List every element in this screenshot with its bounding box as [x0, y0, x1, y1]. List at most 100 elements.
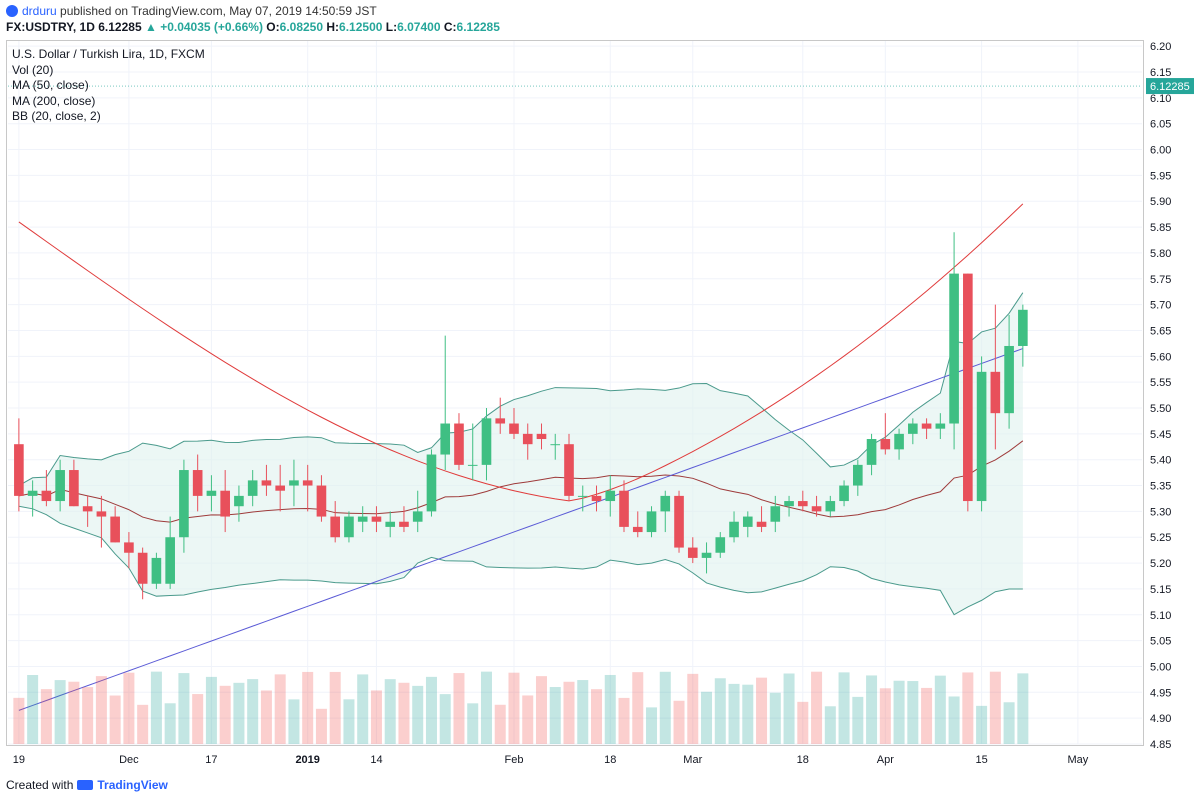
- candle: [756, 506, 767, 533]
- candle: [206, 475, 217, 512]
- candle: [949, 232, 959, 450]
- y-tick-label: 6.15: [1150, 67, 1171, 79]
- candle-body: [110, 516, 120, 543]
- y-tick-label: 4.85: [1150, 739, 1171, 751]
- candle: [715, 532, 726, 558]
- volume-bar: [343, 699, 355, 744]
- candle: [536, 423, 547, 450]
- candle: [137, 547, 148, 600]
- candle-body: [357, 516, 368, 522]
- volume-bar: [150, 671, 162, 744]
- candle-body: [564, 444, 574, 496]
- volume-bar: [797, 701, 809, 744]
- candle-body: [247, 480, 258, 496]
- candle-body: [949, 273, 959, 424]
- chart-legend: U.S. Dollar / Turkish Lira, 1D, FXCM Vol…: [12, 47, 205, 125]
- candle: [289, 459, 299, 507]
- y-tick-label: 5.00: [1150, 661, 1171, 673]
- x-tick-label: 19: [13, 754, 25, 766]
- volume-bar: [783, 673, 795, 744]
- legend-item-ma50[interactable]: MA (50, close): [12, 78, 89, 92]
- candle-body: [660, 495, 671, 512]
- candle: [660, 490, 671, 533]
- volume-bar: [219, 685, 231, 744]
- tradingview-brand[interactable]: TradingView: [97, 778, 168, 792]
- candle: [976, 356, 987, 512]
- candle: [275, 464, 285, 512]
- candle: [770, 495, 781, 533]
- volume-bar: [164, 703, 176, 744]
- candle: [96, 495, 107, 548]
- candle-body: [261, 480, 272, 486]
- volume-bar: [673, 700, 685, 744]
- candle-body: [853, 464, 863, 486]
- candle: [509, 408, 519, 440]
- y-tick-label: 6.20: [1150, 41, 1171, 53]
- legend-item-bb[interactable]: BB (20, close, 2): [12, 109, 101, 123]
- volume-bar: [357, 674, 369, 744]
- candle-body: [495, 418, 506, 424]
- candle-body: [426, 454, 437, 512]
- volume-bar: [288, 699, 300, 744]
- legend-item-volume[interactable]: Vol (20): [12, 62, 54, 77]
- open-label: O:: [266, 20, 280, 34]
- volume-bar: [948, 696, 960, 744]
- x-tick-label: 15: [975, 754, 987, 766]
- volume-bar: [192, 694, 204, 744]
- y-tick-label: 5.05: [1150, 636, 1171, 648]
- candle: [426, 449, 437, 517]
- y-tick-label: 5.10: [1150, 610, 1171, 622]
- candle: [839, 480, 849, 507]
- volume-bar: [109, 695, 121, 744]
- y-tick-label: 5.65: [1150, 325, 1171, 337]
- candle-body: [756, 521, 767, 527]
- bollinger-upper-line: [18, 292, 1024, 486]
- candle-body: [784, 501, 794, 507]
- x-tick-label: Mar: [683, 754, 702, 766]
- ma200-line: [18, 348, 1024, 711]
- volume-bar: [563, 681, 575, 744]
- candle-body: [41, 490, 52, 502]
- tradingview-logo-icon: [6, 5, 18, 17]
- candle-body: [454, 423, 464, 465]
- footer: Created with TradingView: [6, 778, 168, 792]
- publisher-name[interactable]: drduru: [22, 4, 57, 18]
- candle: [357, 506, 368, 533]
- ma50-line: [18, 203, 1024, 502]
- candle-body: [371, 516, 382, 522]
- candle: [619, 480, 629, 533]
- candle-body: [385, 521, 396, 527]
- low-value: 6.07400: [397, 20, 441, 34]
- candle-body: [14, 444, 24, 496]
- candle-body: [440, 423, 451, 455]
- candle-body: [577, 495, 588, 497]
- candle-body: [316, 485, 327, 517]
- volume-bar: [907, 681, 919, 744]
- candle-body: [467, 464, 478, 466]
- candle: [165, 516, 175, 589]
- volume-bar: [824, 706, 836, 744]
- y-tick-label: 5.20: [1150, 558, 1171, 570]
- x-tick-label: 14: [370, 754, 382, 766]
- volume-bars: [13, 671, 1029, 744]
- volume-bar: [769, 692, 781, 744]
- y-tick-label: 6.00: [1150, 145, 1171, 157]
- close-label: C:: [443, 20, 457, 34]
- candle-body: [811, 506, 822, 512]
- candle: [811, 495, 822, 517]
- x-tick-label: Dec: [119, 754, 139, 766]
- volume-bar: [95, 676, 107, 744]
- candle-body: [69, 470, 79, 507]
- legend-item-ma200[interactable]: MA (200, close): [12, 93, 96, 108]
- legend-title: U.S. Dollar / Turkish Lira, 1D, FXCM: [12, 47, 205, 61]
- y-tick-label: 5.50: [1150, 403, 1171, 415]
- volume-bar: [535, 676, 547, 744]
- candle: [440, 335, 451, 471]
- candle: [27, 480, 38, 517]
- publisher-line: drduru published on TradingView.com, May…: [6, 4, 377, 18]
- candle: [454, 413, 464, 471]
- candle: [687, 537, 698, 564]
- candle-body: [481, 418, 492, 465]
- candle: [330, 501, 341, 543]
